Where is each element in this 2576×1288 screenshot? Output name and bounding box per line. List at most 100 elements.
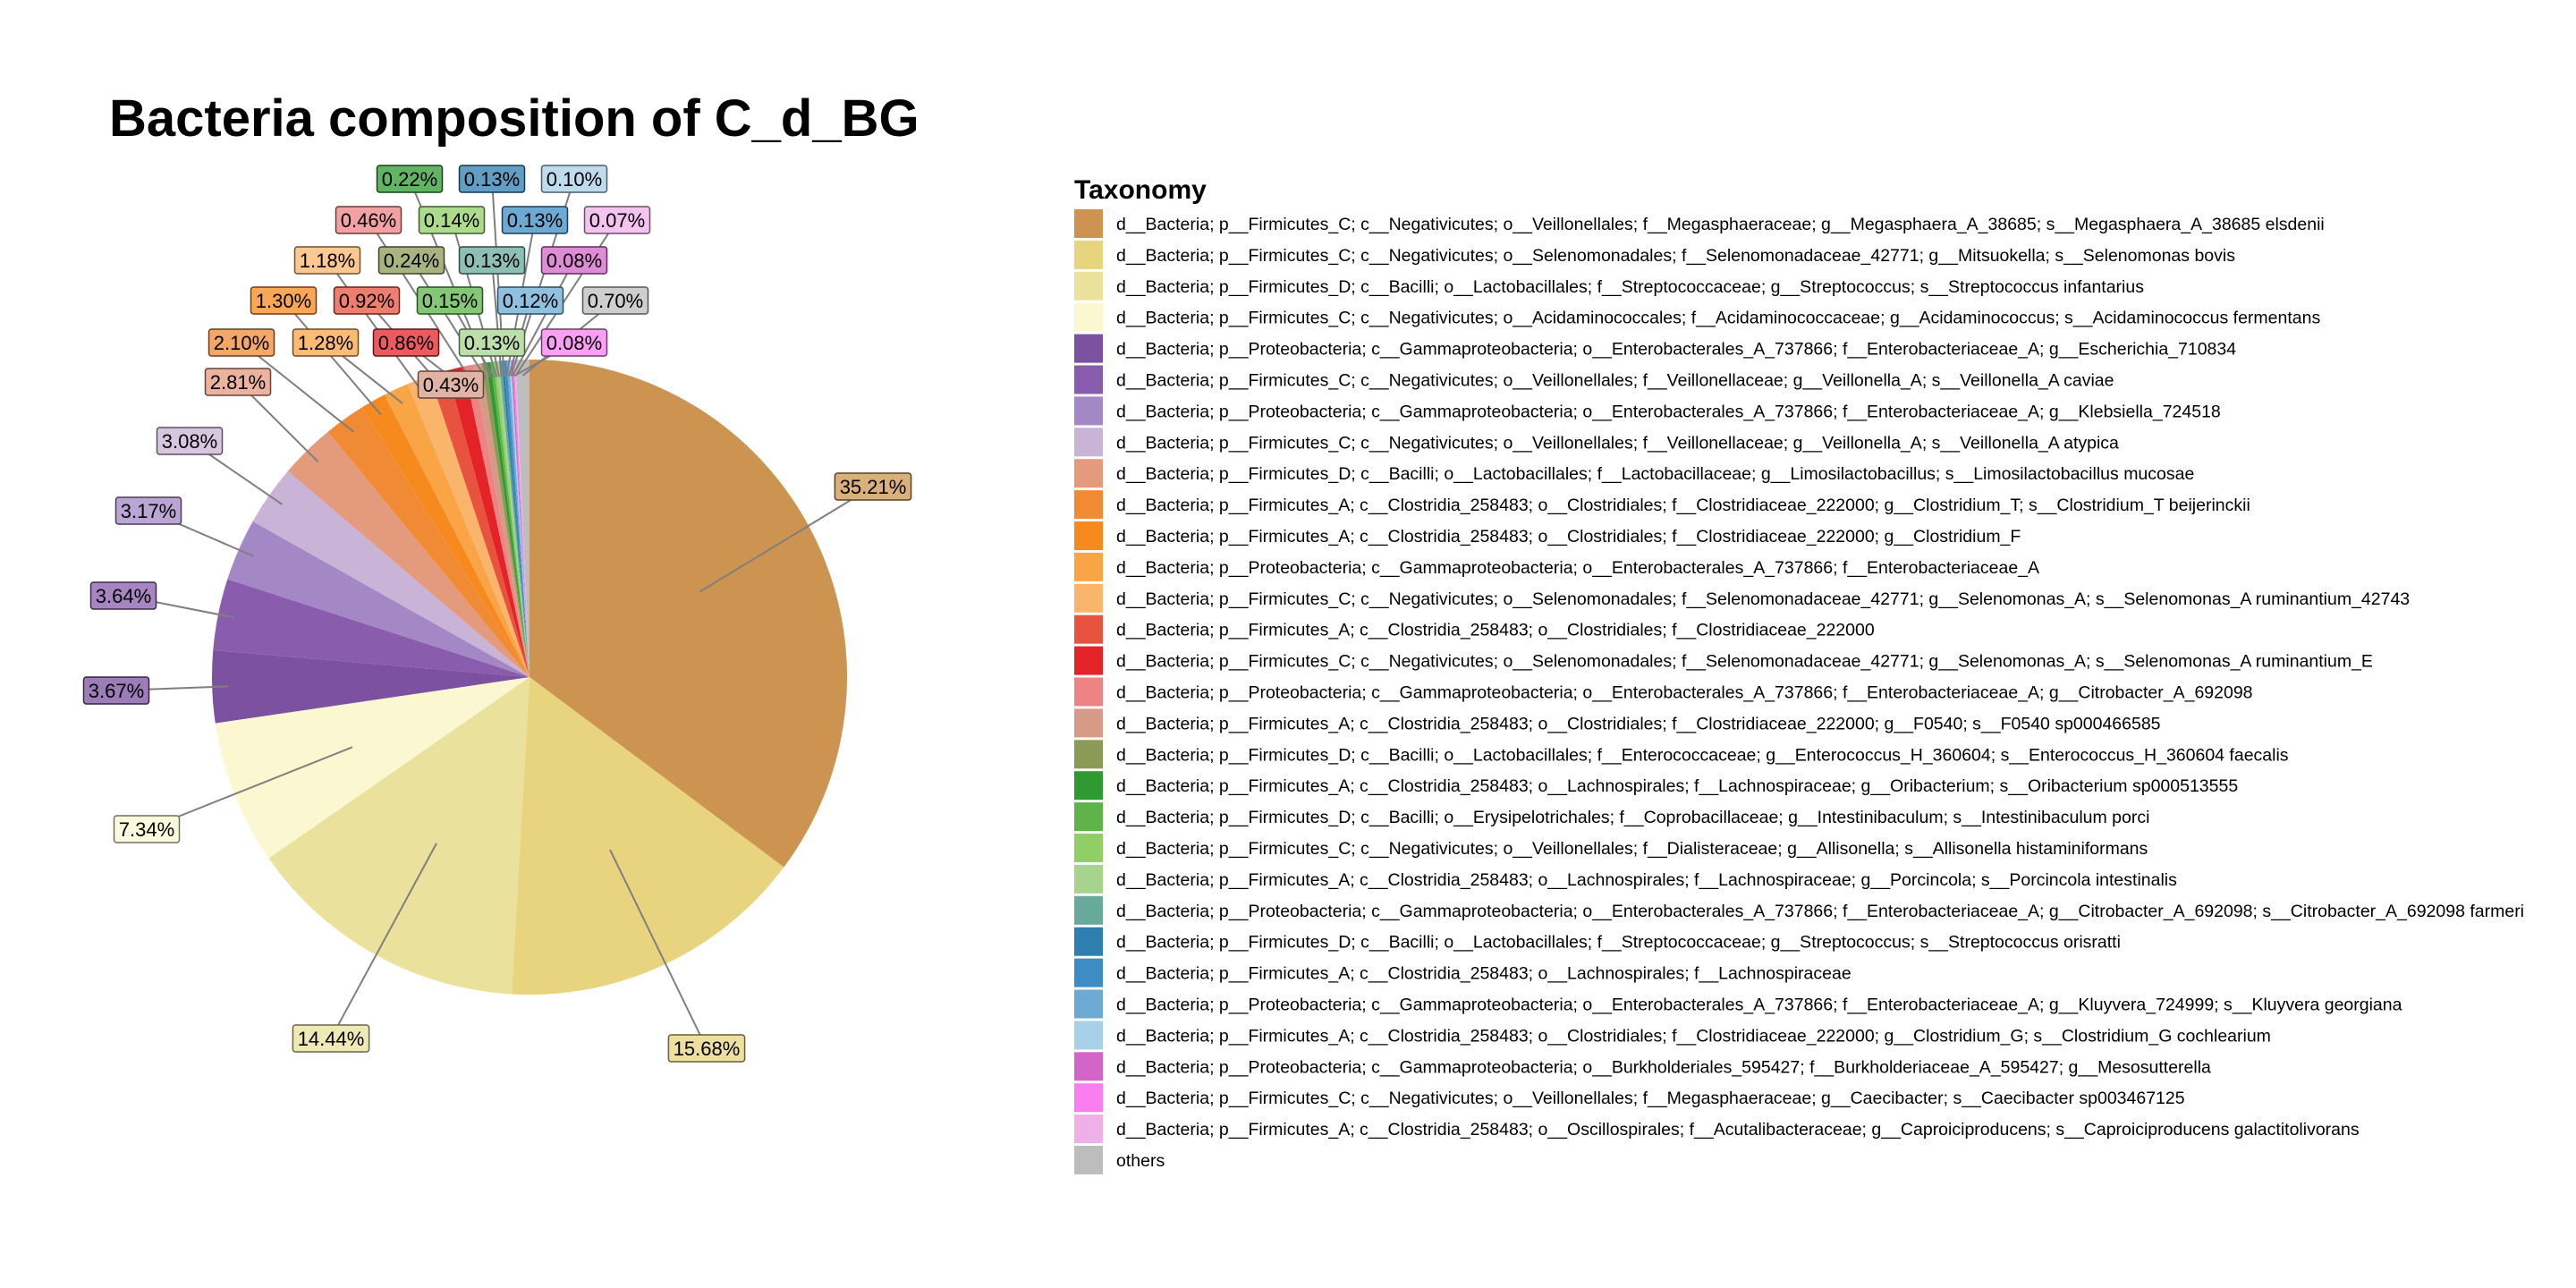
pie-slice [515,359,530,677]
slice-label: 0.10% [540,165,608,193]
slice-label: 0.14% [418,206,486,234]
legend-label: d__Bacteria; p__Firmicutes_C; c__Negativ… [1116,1089,2185,1108]
pie-slice [498,360,530,677]
slice-label: 0.86% [372,328,440,357]
legend-swatch [1074,1021,1103,1050]
legend-swatch [1074,459,1103,488]
slice-label: 0.92% [333,286,401,315]
legend-item: d__Bacteria; p__Firmicutes_C; c__Negativ… [1074,583,2410,613]
legend-swatch [1074,334,1103,363]
legend-swatch [1074,677,1103,707]
legend-label: d__Bacteria; p__Firmicutes_C; c__Negativ… [1116,433,2119,453]
legend-swatch [1074,209,1103,238]
pie-slice [252,470,530,677]
legend-swatch [1074,240,1103,269]
legend-label: d__Bacteria; p__Proteobacteria; c__Gamma… [1116,402,2221,421]
legend-label: d__Bacteria; p__Proteobacteria; c__Gamma… [1116,558,2039,578]
legend-swatch [1074,1114,1103,1144]
pie-slice [384,384,530,677]
svg-text:0.15%: 0.15% [422,290,478,312]
svg-text:0.07%: 0.07% [589,209,645,232]
legend-item: d__Bacteria; p__Firmicutes_A; c__Clostri… [1074,614,1875,644]
leader-line [491,259,503,377]
slice-label: 0.08% [540,328,608,357]
legend-swatch [1074,927,1103,956]
legend-label: d__Bacteria; p__Firmicutes_C; c__Negativ… [1116,215,2325,234]
leader-line [514,219,618,377]
pie-slice [215,677,530,859]
slice-label: 0.70% [581,286,649,315]
slice-label: 3.67% [82,676,150,705]
slice-label: 15.68% [667,1034,746,1063]
svg-text:0.86%: 0.86% [378,332,434,354]
pie-slice [361,394,530,677]
legend-label: d__Bacteria; p__Firmicutes_D; c__Bacilli… [1116,933,2121,953]
legend-swatch [1074,1052,1103,1081]
legend-label: d__Bacteria; p__Firmicutes_C; c__Negativ… [1116,371,2114,391]
legend-item: d__Bacteria; p__Firmicutes_C; c__Negativ… [1074,428,2119,457]
legend-label: d__Bacteria; p__Proteobacteria; c__Gamma… [1116,902,2524,921]
pie-slice [481,362,530,677]
legend-item: d__Bacteria; p__Firmicutes_A; c__Clostri… [1074,864,2177,894]
svg-text:3.08%: 3.08% [162,430,217,453]
legend-label: d__Bacteria; p__Firmicutes_C; c__Negativ… [1116,309,2320,328]
legend-label: d__Bacteria; p__Proteobacteria; c__Gamma… [1116,340,2236,360]
slice-label: 3.08% [156,427,224,455]
slice-label: 2.81% [204,368,272,396]
slice-label: 0.24% [377,246,445,275]
slice-label: 0.12% [496,286,564,315]
legend-item: d__Bacteria; p__Proteobacteria; c__Gamma… [1074,552,2039,581]
legend-swatch [1074,958,1103,987]
legend-item: d__Bacteria; p__Firmicutes_A; c__Clostri… [1074,521,2021,550]
pie-slice [496,360,530,677]
pie-slice [512,677,784,996]
slice-label: 7.34% [113,815,181,843]
pie-slice [493,360,530,677]
legend-label: d__Bacteria; p__Proteobacteria; c__Gamma… [1116,996,2402,1015]
svg-text:0.13%: 0.13% [464,168,520,191]
svg-text:0.12%: 0.12% [503,290,558,312]
legend-swatch [1074,271,1103,301]
legend-item: d__Bacteria; p__Proteobacteria; c__Gamma… [1074,677,2253,707]
legend-label: d__Bacteria; p__Firmicutes_A; c__Clostri… [1116,1120,2360,1140]
legend-item: d__Bacteria; p__Firmicutes_D; c__Bacilli… [1074,459,2194,488]
legend-item: d__Bacteria; p__Firmicutes_A; c__Clostri… [1074,490,2250,520]
svg-text:14.44%: 14.44% [298,1028,365,1050]
svg-text:0.22%: 0.22% [382,168,437,191]
pie-slice [211,649,530,724]
legend-swatch [1074,428,1103,457]
legend-item: others [1074,1146,1165,1174]
slice-label: 0.22% [376,165,444,193]
legend-label: d__Bacteria; p__Firmicutes_A; c__Clostri… [1116,776,2238,796]
legend-items: d__Bacteria; p__Firmicutes_C; c__Negativ… [1074,209,2524,1174]
pie-slice [506,360,530,677]
legend-label: d__Bacteria; p__Firmicutes_C; c__Negativ… [1116,652,2373,672]
legend-swatch [1074,365,1103,394]
pie-slice [504,360,530,677]
legend-label: d__Bacteria; p__Firmicutes_D; c__Bacilli… [1116,464,2194,484]
slice-label: 0.13% [458,165,526,193]
svg-text:3.64%: 3.64% [96,585,151,607]
legend-label: d__Bacteria; p__Firmicutes_A; c__Clostri… [1116,621,1875,640]
legend-label: d__Bacteria; p__Firmicutes_D; c__Bacilli… [1116,745,2289,765]
legend-label: d__Bacteria; p__Proteobacteria; c__Gamma… [1116,683,2253,703]
legend-item: d__Bacteria; p__Firmicutes_C; c__Negativ… [1074,209,2325,238]
legend-swatch [1074,490,1103,520]
legend-swatch [1074,583,1103,613]
legend-swatch [1074,614,1103,644]
legend-swatch [1074,1146,1103,1174]
legend-label: d__Bacteria; p__Proteobacteria; c__Gamma… [1116,1057,2211,1077]
legend-label: d__Bacteria; p__Firmicutes_C; c__Negativ… [1116,246,2235,266]
legend-swatch [1074,552,1103,581]
svg-text:0.43%: 0.43% [423,374,479,396]
legend-item: d__Bacteria; p__Firmicutes_C; c__Negativ… [1074,834,2148,862]
legend-item: d__Bacteria; p__Firmicutes_A; c__Clostri… [1074,1021,2271,1050]
svg-text:3.67%: 3.67% [89,680,144,702]
pie-slice [287,431,530,677]
leader-line [241,342,355,433]
svg-text:0.08%: 0.08% [547,332,602,354]
slice-label: 14.44% [292,1024,370,1053]
legend-title: Taxonomy [1074,175,1207,205]
svg-text:1.28%: 1.28% [298,332,353,354]
